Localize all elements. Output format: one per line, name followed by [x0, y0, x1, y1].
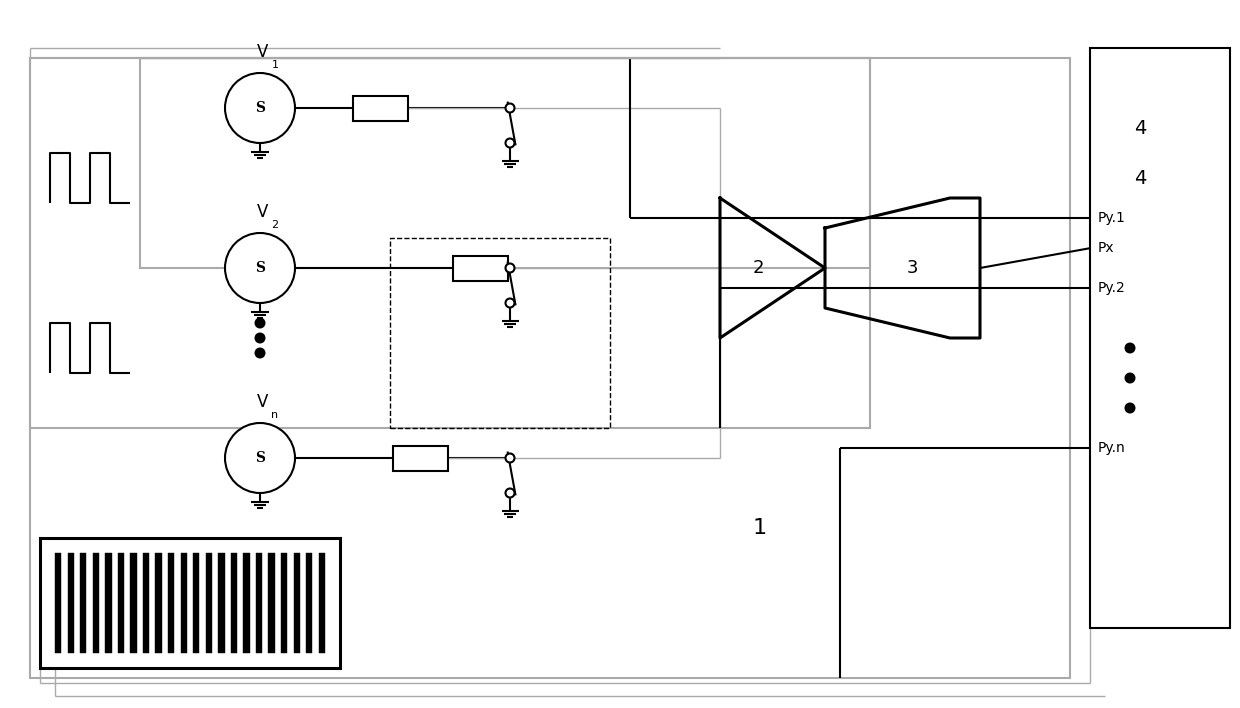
Bar [181, 553, 187, 653]
Bar [30, 58, 870, 428]
Bar [1090, 48, 1230, 628]
Text: 1: 1 [272, 60, 279, 70]
Text: 4: 4 [1133, 118, 1146, 137]
Text: 1: 1 [753, 518, 768, 538]
Text: n: n [272, 410, 279, 420]
Bar [155, 553, 161, 653]
Bar [218, 553, 224, 653]
Circle shape [506, 139, 515, 147]
Circle shape [1125, 372, 1136, 384]
Bar [93, 553, 99, 653]
Text: S: S [255, 261, 265, 275]
Text: S: S [255, 101, 265, 115]
Bar [193, 553, 200, 653]
Circle shape [1125, 403, 1136, 413]
Bar [243, 553, 249, 653]
Circle shape [506, 454, 515, 462]
Bar [294, 553, 300, 653]
Bar [453, 256, 507, 280]
Text: Py.n: Py.n [1097, 441, 1126, 455]
Circle shape [506, 299, 515, 307]
Bar [306, 553, 312, 653]
Bar [55, 553, 61, 653]
Bar [393, 445, 448, 471]
Bar [118, 553, 124, 653]
Bar [269, 553, 275, 653]
Text: Py.1: Py.1 [1097, 211, 1126, 225]
Circle shape [254, 317, 265, 329]
Bar [67, 553, 74, 653]
Circle shape [254, 333, 265, 343]
Text: 2: 2 [753, 259, 764, 277]
Bar [130, 553, 136, 653]
Circle shape [506, 263, 515, 273]
Text: V: V [258, 393, 269, 411]
Text: V: V [258, 43, 269, 61]
Bar [352, 96, 408, 120]
Bar [169, 553, 175, 653]
Circle shape [254, 348, 265, 358]
Text: 3: 3 [906, 259, 919, 277]
Bar [81, 553, 87, 653]
Bar [30, 58, 1070, 678]
Text: V: V [258, 203, 269, 221]
Bar [140, 58, 870, 268]
Text: 4: 4 [1133, 169, 1146, 188]
Circle shape [224, 73, 295, 143]
Text: 2: 2 [272, 220, 279, 230]
Bar [143, 553, 149, 653]
Bar [105, 553, 112, 653]
Bar [281, 553, 288, 653]
Circle shape [506, 489, 515, 498]
Text: Px: Px [1097, 241, 1115, 255]
Text: S: S [255, 451, 265, 465]
Circle shape [1125, 343, 1136, 353]
Bar [231, 553, 237, 653]
Circle shape [224, 233, 295, 303]
Text: Py.2: Py.2 [1097, 281, 1126, 295]
Bar [255, 553, 262, 653]
Bar [391, 238, 610, 428]
Circle shape [506, 103, 515, 113]
Bar [319, 553, 325, 653]
Bar [206, 553, 212, 653]
Circle shape [224, 423, 295, 493]
Bar [40, 538, 340, 668]
